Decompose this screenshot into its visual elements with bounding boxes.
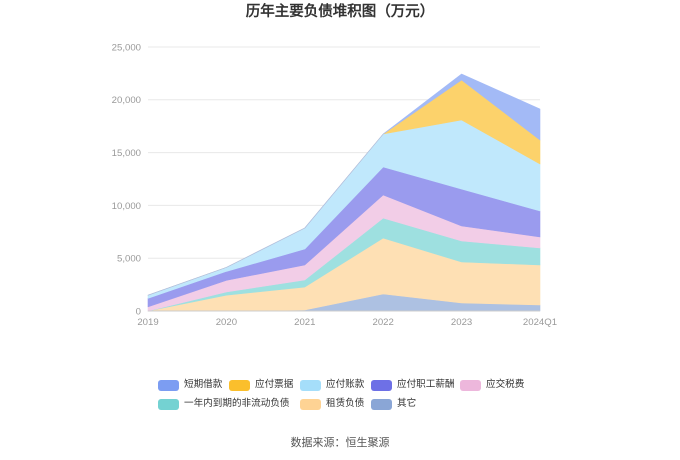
legend-swatch bbox=[300, 379, 321, 391]
legend-label: 一年内到期的非流动负债 bbox=[184, 398, 290, 409]
legend-item-taxes-payable[interactable]: 应交税费 bbox=[460, 378, 524, 392]
legend-label: 应付账款 bbox=[326, 379, 365, 390]
legend: 短期借款 应付票据 应付账款 应付职工薪酬 应交税费一年内到期的非流动负债 租赁负债 其它 bbox=[0, 370, 680, 420]
legend-swatch bbox=[371, 379, 392, 391]
x-tick-label: 2024Q1 bbox=[523, 317, 557, 328]
y-tick-label: 20,000 bbox=[112, 95, 141, 106]
legend-item-other-liabilities[interactable]: 其它 bbox=[371, 397, 416, 411]
legend-swatch bbox=[158, 379, 179, 391]
legend-label: 租赁负债 bbox=[326, 398, 365, 409]
legend-swatch bbox=[158, 398, 179, 410]
y-tick-label: 25,000 bbox=[112, 42, 141, 53]
x-tick-label: 2022 bbox=[373, 317, 394, 328]
y-tick-label: 15,000 bbox=[112, 148, 141, 159]
legend-label: 应交税费 bbox=[486, 379, 525, 390]
axes: 0 5,000 10,000 15,000 20,000 25,000 2019 2020 20… bbox=[112, 42, 557, 328]
area-short-term-borrowings bbox=[147, 73, 541, 296]
y-tick-label: 0 bbox=[136, 306, 141, 317]
stacked-areas bbox=[147, 73, 541, 312]
x-tick-label: 2023 bbox=[451, 317, 472, 328]
x-tick-label: 2019 bbox=[137, 317, 158, 328]
legend-label: 应付职工薪酬 bbox=[397, 379, 455, 390]
legend-swatch bbox=[229, 379, 250, 391]
legend-item-short-term-borrowings[interactable]: 短期借款 bbox=[158, 378, 222, 392]
legend-item-lease-liabilities[interactable]: 租赁负债 bbox=[300, 397, 364, 411]
x-tick-label: 2021 bbox=[294, 317, 315, 328]
legend-item-notes-payable[interactable]: 应付票据 bbox=[229, 378, 293, 392]
data-source-note: 数据来源：恒生聚源 bbox=[290, 436, 390, 449]
legend-item-current-portion-noncurrent-liabilities[interactable]: 一年内到期的非流动负债 bbox=[158, 397, 290, 411]
legend-swatch bbox=[371, 398, 392, 410]
legend-swatch bbox=[460, 379, 481, 391]
chart-title: 历年主要负债堆积图（万元） bbox=[245, 4, 435, 20]
legend-swatch bbox=[300, 398, 321, 410]
y-tick-label: 5,000 bbox=[117, 254, 141, 265]
legend-item-accounts-payable[interactable]: 应付账款 bbox=[300, 378, 364, 392]
legend-item-payroll-payable[interactable]: 应付职工薪酬 bbox=[371, 378, 455, 392]
y-tick-label: 10,000 bbox=[112, 201, 141, 212]
legend-label: 应付票据 bbox=[255, 379, 294, 390]
x-tick-label: 2020 bbox=[216, 317, 237, 328]
legend-label: 短期借款 bbox=[184, 379, 223, 390]
legend-label: 其它 bbox=[397, 398, 417, 409]
